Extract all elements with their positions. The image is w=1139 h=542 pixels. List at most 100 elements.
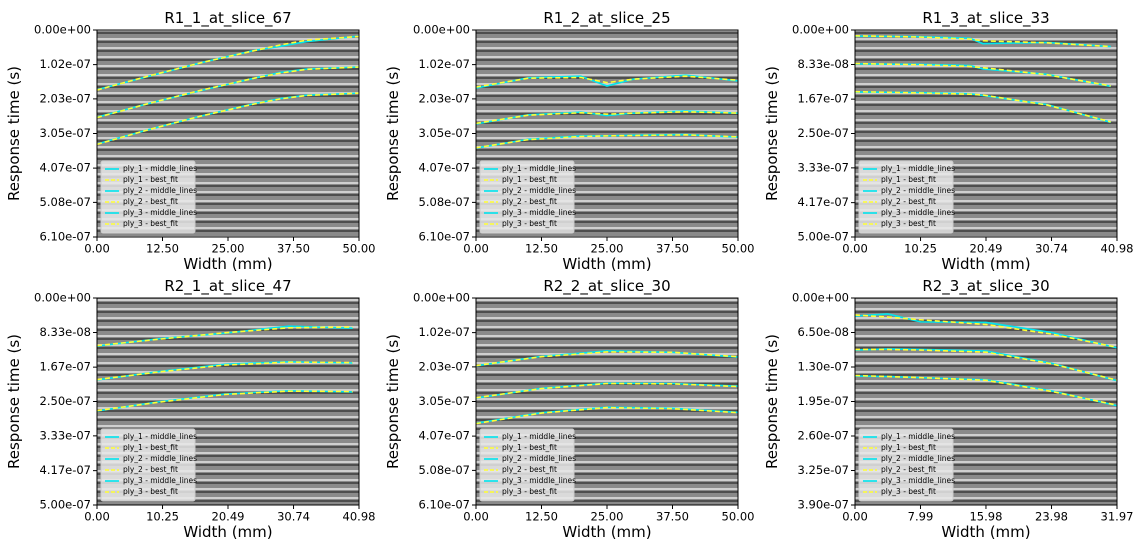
lines xyxy=(476,74,738,149)
legend-label: ply_2 - middle_lines xyxy=(502,454,576,463)
y-tick-label: 2.50e-07 xyxy=(798,126,849,140)
legend-label: ply_2 - middle_lines xyxy=(881,454,955,463)
legend-label: ply_1 - best_fit xyxy=(881,175,936,184)
series-line xyxy=(855,348,1117,382)
legend-label: ply_1 - middle_lines xyxy=(881,164,955,173)
legend: ply_1 - middle_lines ply_1 - best_fit ply_… xyxy=(858,160,955,234)
legend: ply_1 - middle_lines ply_1 - best_fit ply_… xyxy=(479,428,576,502)
x-tick-label: 23.98 xyxy=(1035,510,1068,524)
chart-title: R1_3_at_slice_33 xyxy=(922,9,1049,28)
legend-label: ply_2 - best_fit xyxy=(123,197,178,206)
y-tick-label: 6.10e-07 xyxy=(40,230,91,244)
subplot: 0.00e+00 8.33e-08 1.67e-07 2.50e-07 3.33e-07… xyxy=(763,9,1133,273)
legend-label: ply_3 - middle_lines xyxy=(123,208,197,217)
x-axis-label: Width (mm) xyxy=(183,255,272,273)
series-line xyxy=(97,361,353,381)
legend-label: ply_1 - middle_lines xyxy=(502,432,576,441)
legend-label: ply_3 - best_fit xyxy=(123,219,178,228)
subplot: 0.00e+00 8.33e-08 1.67e-07 2.50e-07 3.33e-07… xyxy=(5,277,375,541)
x-tick-label: 30.74 xyxy=(1035,242,1068,256)
series-line xyxy=(476,134,738,149)
chart-title: R2_2_at_slice_30 xyxy=(543,277,670,296)
x-tick-label: 50.00 xyxy=(722,242,755,256)
y-tick-label: 1.95e-07 xyxy=(798,394,849,408)
series-line xyxy=(855,35,1111,48)
legend-label: ply_1 - best_fit xyxy=(502,175,557,184)
y-tick-label: 1.67e-07 xyxy=(798,92,849,106)
legend: ply_1 - middle_lines ply_1 - best_fit ply_… xyxy=(100,160,197,234)
y-tick-label: 3.05e-07 xyxy=(419,394,470,408)
x-tick-label: 37.50 xyxy=(656,510,689,524)
y-axis-label: Response time (s) xyxy=(5,66,23,201)
legend: ply_1 - middle_lines ply_1 - best_fit ply_… xyxy=(858,428,955,502)
legend-label: ply_3 - best_fit xyxy=(881,487,936,496)
y-tick-label: 6.10e-07 xyxy=(419,498,470,512)
legend-label: ply_1 - best_fit xyxy=(502,443,557,452)
legend-label: ply_2 - best_fit xyxy=(502,465,557,474)
series-line xyxy=(855,62,1111,87)
y-tick-label: 0.00e+00 xyxy=(34,23,91,37)
series-line xyxy=(855,314,1117,349)
series-line xyxy=(476,74,738,89)
legend-box xyxy=(100,428,196,502)
y-tick-label: 1.02e-07 xyxy=(40,57,91,71)
x-tick-label: 0.00 xyxy=(84,242,110,256)
x-axis-label: Width (mm) xyxy=(941,255,1030,273)
legend-label: ply_1 - middle_lines xyxy=(123,432,197,441)
legend-label: ply_3 - middle_lines xyxy=(881,476,955,485)
x-axis-label: Width (mm) xyxy=(941,523,1030,541)
y-tick-label: 1.02e-07 xyxy=(419,325,470,339)
y-tick-label: 6.10e-07 xyxy=(419,230,470,244)
legend-box xyxy=(858,428,954,502)
subplot: 0.00e+00 1.02e-07 2.03e-07 3.05e-07 4.07e-07… xyxy=(384,277,754,541)
x-tick-label: 7.99 xyxy=(908,510,934,524)
y-axis-label: Response time (s) xyxy=(384,66,402,201)
lines xyxy=(97,325,353,412)
y-tick-label: 1.02e-07 xyxy=(419,57,470,71)
x-tick-label: 10.25 xyxy=(904,242,937,256)
y-tick-label: 4.17e-07 xyxy=(798,195,849,209)
y-tick-label: 2.50e-07 xyxy=(40,394,91,408)
y-tick-label: 3.33e-07 xyxy=(40,428,91,442)
legend-label: ply_2 - best_fit xyxy=(502,197,557,206)
subplot: 0.00e+00 1.02e-07 2.03e-07 3.05e-07 4.07e-07… xyxy=(384,9,754,273)
x-tick-label: 50.00 xyxy=(722,510,755,524)
y-tick-label: 5.00e-07 xyxy=(798,230,849,244)
legend-label: ply_3 - middle_lines xyxy=(502,476,576,485)
x-tick-label: 0.00 xyxy=(463,510,489,524)
y-tick-label: 5.08e-07 xyxy=(419,195,470,209)
subplot: 0.00e+00 1.02e-07 2.03e-07 3.05e-07 4.07e-07… xyxy=(5,9,375,273)
series-line xyxy=(97,92,359,146)
x-axis-label: Width (mm) xyxy=(562,255,651,273)
series-line xyxy=(476,382,738,399)
x-tick-label: 20.49 xyxy=(970,242,1003,256)
chart-title: R2_3_at_slice_30 xyxy=(922,277,1049,296)
y-tick-label: 6.50e-08 xyxy=(798,325,849,339)
y-tick-label: 0.00e+00 xyxy=(413,291,470,305)
legend-box xyxy=(858,160,954,234)
chart-title: R2_1_at_slice_47 xyxy=(164,277,291,296)
y-tick-label: 4.17e-07 xyxy=(40,463,91,477)
series-line xyxy=(476,351,738,367)
legend-label: ply_2 - middle_lines xyxy=(123,454,197,463)
x-tick-label: 50.00 xyxy=(343,242,376,256)
legend-label: ply_3 - middle_lines xyxy=(881,208,955,217)
x-tick-label: 31.97 xyxy=(1101,510,1134,524)
x-tick-label: 40.98 xyxy=(1101,242,1134,256)
chart-title: R1_2_at_slice_25 xyxy=(543,9,670,28)
x-tick-label: 0.00 xyxy=(463,242,489,256)
y-tick-label: 5.08e-07 xyxy=(419,463,470,477)
y-axis-label: Response time (s) xyxy=(5,334,23,469)
series-line xyxy=(97,326,353,347)
y-tick-label: 4.07e-07 xyxy=(40,161,91,175)
x-tick-label: 12.50 xyxy=(525,242,558,256)
y-tick-label: 1.67e-07 xyxy=(40,360,91,374)
legend-label: ply_1 - middle_lines xyxy=(123,164,197,173)
y-tick-label: 3.33e-07 xyxy=(798,160,849,174)
y-tick-label: 4.07e-07 xyxy=(419,161,470,175)
x-tick-label: 25.00 xyxy=(591,510,624,524)
x-tick-label: 15.98 xyxy=(969,510,1002,524)
y-tick-label: 3.05e-07 xyxy=(40,126,91,140)
y-tick-label: 0.00e+00 xyxy=(792,291,849,305)
